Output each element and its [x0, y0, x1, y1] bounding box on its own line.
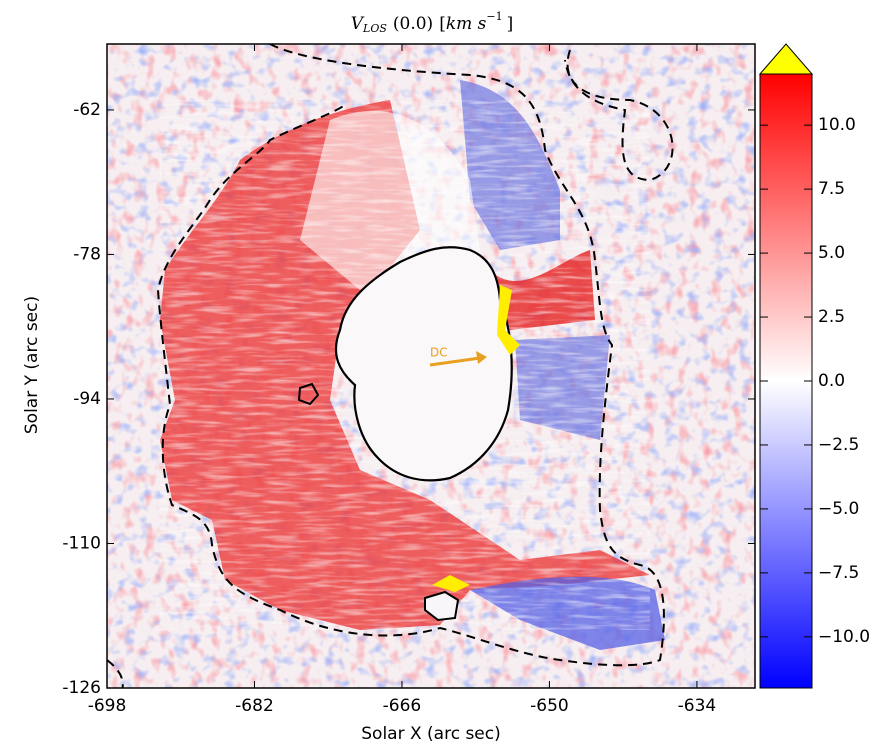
y-tick-label: -126 [62, 678, 101, 698]
title-part: ] [507, 14, 514, 34]
y-tick-label: -94 [73, 389, 101, 409]
light-bridge [300, 110, 480, 290]
title-part: −1 [486, 10, 502, 23]
y-tick-label: -78 [73, 244, 101, 264]
axes-frame [106, 43, 756, 689]
title-part: LOS [362, 22, 387, 35]
penumbra-streaks [160, 100, 650, 630]
saturated-south [432, 575, 470, 592]
title-part: [ [439, 14, 446, 34]
colorbar-tick-label: −7.5 [818, 563, 859, 583]
penumbra-blue-north [460, 80, 560, 250]
x-tick-label: -634 [678, 696, 717, 716]
penumbra-blue-east [515, 335, 610, 440]
umbra-small [297, 382, 320, 406]
image: DC [107, 44, 755, 688]
saturated-east [497, 285, 520, 355]
title-part: (0.0) [393, 14, 433, 34]
annotation-arrowhead [476, 351, 487, 364]
colorbar-tick-label: 10.0 [818, 115, 856, 135]
penumbra-red-east [490, 250, 595, 330]
colorbar-tick-label: −5.0 [818, 499, 859, 519]
umbra [335, 246, 513, 482]
colorbar-tick-label: 0.0 [818, 371, 845, 391]
colorbar-tick-label: −2.5 [818, 435, 859, 455]
title-part: V [351, 14, 365, 34]
y-tick-label: -110 [62, 533, 101, 553]
penumbra-contour [156, 44, 665, 667]
x-axis-label: Solar X (arc sec) [361, 724, 501, 744]
x-tick-label: -666 [383, 696, 422, 716]
y-axis-label: Solar Y (arc sec) [22, 296, 42, 434]
penumbra-blue-south [470, 576, 665, 650]
chart-title: VLOS (0.0) [km s−1] [351, 10, 514, 35]
colorbar-tick-label: 7.5 [818, 179, 845, 199]
x-tick-label: -682 [235, 696, 274, 716]
umbra-south [424, 590, 460, 622]
y-tick-label: -62 [73, 100, 101, 120]
annotation-arrow [429, 356, 481, 367]
colorbar-tick-label: −10.0 [818, 627, 870, 647]
colorbar-tick-label: 2.5 [818, 307, 845, 327]
x-tick-label: -698 [88, 696, 127, 716]
annotation-text: DC [430, 346, 448, 360]
title-part: km s [446, 14, 487, 34]
colorbar-tick-label: 5.0 [818, 243, 845, 263]
pore-contour [564, 49, 674, 182]
colorbar-extension [758, 43, 814, 75]
x-tick-label: -650 [530, 696, 569, 716]
